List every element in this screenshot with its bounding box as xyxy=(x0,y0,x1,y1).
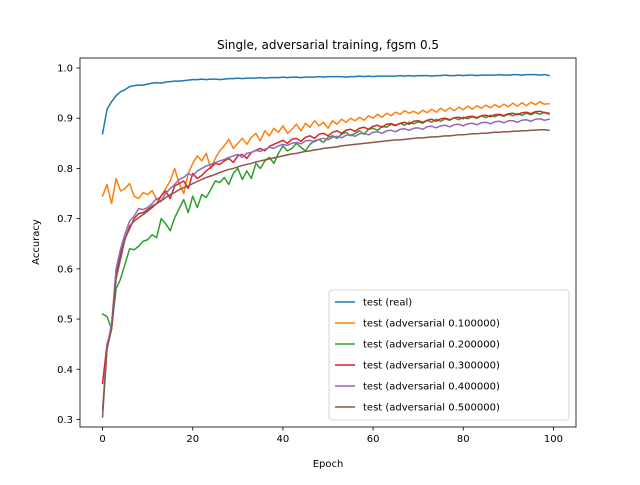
x-tick-label: 60 xyxy=(367,434,380,445)
legend-label-1: test (adversarial 0.100000) xyxy=(363,319,500,330)
y-axis-label: Accuracy xyxy=(31,219,42,265)
y-tick-label: 0.3 xyxy=(57,415,73,426)
series-line-1 xyxy=(101,100,550,205)
legend-label-3: test (adversarial 0.300000) xyxy=(363,361,500,372)
y-tick-label: 0.7 xyxy=(57,214,73,225)
x-tick-label: 20 xyxy=(186,434,199,445)
x-tick-label: 0 xyxy=(99,434,105,445)
plot-area xyxy=(101,73,550,418)
series-line-0 xyxy=(101,73,550,135)
axes-frame xyxy=(79,57,577,428)
y-tick-label: 0.5 xyxy=(57,315,73,326)
y-tick-label: 0.9 xyxy=(57,114,73,125)
legend-label-2: test (adversarial 0.200000) xyxy=(363,340,500,351)
series-line-5 xyxy=(101,129,550,418)
x-tick-label: 100 xyxy=(544,434,563,445)
chart-title: Single, adversarial training, fgsm 0.5 xyxy=(217,38,439,52)
y-tick-label: 0.8 xyxy=(57,164,73,175)
y-tick-label: 1.0 xyxy=(57,64,73,75)
y-tick-label: 0.6 xyxy=(57,264,73,275)
legend-label-4: test (adversarial 0.400000) xyxy=(363,382,500,393)
legend-label-5: test (adversarial 0.500000) xyxy=(363,403,500,414)
legend-box xyxy=(328,289,570,421)
series-line-3 xyxy=(101,110,550,385)
series-line-4 xyxy=(101,118,550,411)
x-axis-label: Epoch xyxy=(313,459,344,470)
legend-label-0: test (real) xyxy=(363,298,412,309)
x-tick-label: 80 xyxy=(457,434,470,445)
x-tick-label: 40 xyxy=(277,434,290,445)
legend: test (real) test (adversarial 0.100000) te… xyxy=(328,289,570,421)
axes: 0 20 40 60 80 100 0.3 0.4 0.5 0.6 0.7 0.8 0.9 1.0 xyxy=(57,57,577,445)
y-tick-label: 0.4 xyxy=(57,365,73,376)
